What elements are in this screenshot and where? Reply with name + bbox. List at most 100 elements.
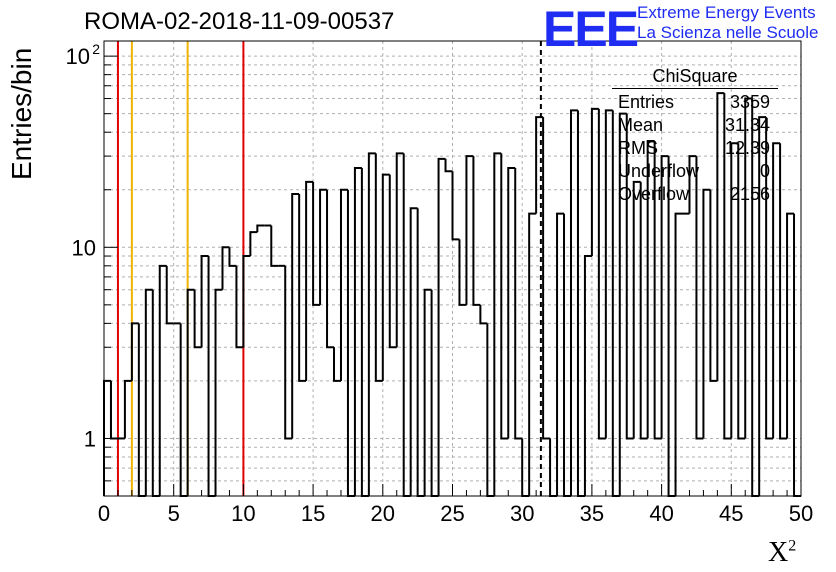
- stats-value: 2156: [729, 184, 770, 204]
- stats-value: 0: [759, 161, 770, 181]
- plot-title: ROMA-02-2018-11-09-00537: [84, 8, 395, 35]
- histogram-bin: [758, 116, 767, 496]
- stats-value: 31.34: [724, 115, 770, 135]
- histogram-bin: [109, 380, 118, 440]
- stats-row-underflow: Underflow 0: [612, 161, 778, 184]
- stats-label: Overflow: [618, 184, 690, 204]
- histogram-bin: [242, 255, 251, 348]
- x-tick-label: 0: [98, 501, 110, 526]
- histogram-bin: [590, 107, 599, 257]
- histogram-bin: [123, 379, 132, 439]
- x-axis-label: X2: [768, 537, 796, 569]
- histogram-bin: [151, 289, 160, 497]
- logo-tagline-2: La Scienza nelle Scuole: [637, 23, 819, 42]
- histogram-bin: [723, 93, 732, 440]
- histogram-bin: [765, 117, 774, 440]
- x-tick-label: 20: [371, 501, 395, 526]
- histogram-bin: [333, 347, 341, 382]
- grid-lines: [103, 41, 802, 497]
- y-tick-label-exponent: 2: [92, 41, 100, 57]
- histogram-bin: [193, 289, 202, 349]
- histogram-bin: [235, 265, 244, 349]
- histogram-bin: [374, 153, 383, 382]
- histogram-bin: [500, 153, 509, 440]
- histogram-bin: [221, 246, 230, 290]
- histogram-bin: [409, 207, 418, 496]
- histogram-bin: [451, 171, 460, 241]
- histogram-bin: [772, 142, 781, 439]
- stats-row-rms: RMS 12.39: [612, 138, 778, 161]
- histogram-bin: [528, 212, 537, 496]
- histogram-bin: [486, 323, 495, 497]
- histogram-bin: [326, 189, 335, 349]
- histogram-bin: [667, 156, 676, 497]
- histogram-bin: [639, 181, 648, 440]
- histogram-bin: [709, 189, 718, 382]
- histogram-bin: [556, 212, 565, 496]
- histogram-bin: [249, 231, 258, 257]
- logo-tagline-1: Extreme Energy Events: [637, 3, 816, 22]
- histogram-bin: [632, 180, 641, 439]
- histogram-bin: [472, 156, 481, 306]
- histogram-bin: [312, 181, 321, 306]
- histogram-bin: [228, 247, 237, 267]
- histogram-bin: [214, 288, 223, 496]
- stats-label: Mean: [618, 115, 664, 135]
- histogram-bin: [423, 288, 432, 496]
- histogram-bin: [458, 239, 467, 306]
- histogram-bin: [207, 256, 216, 497]
- histogram-bin: [346, 189, 355, 497]
- histogram-bin: [444, 158, 453, 173]
- histogram-bin: [256, 224, 265, 233]
- y-tick-label: 10: [72, 235, 96, 260]
- y-tick-label: 10: [66, 44, 90, 69]
- x-tick-label: 5: [168, 501, 180, 526]
- histogram-bin: [437, 157, 446, 496]
- histogram-bin: [653, 140, 662, 440]
- histogram-bin: [430, 289, 439, 497]
- histogram-bin: [583, 255, 592, 496]
- histogram-bin: [165, 265, 174, 325]
- y-axis-label: Entries/bin: [6, 47, 37, 180]
- histogram-bin: [465, 155, 474, 305]
- stats-label: Entries: [618, 92, 675, 112]
- x-tick-label: 35: [580, 501, 604, 526]
- histogram-bin: [479, 304, 488, 325]
- stats-row-entries: Entries 3359: [612, 92, 778, 115]
- x-tick-label: 30: [510, 501, 534, 526]
- histogram-bin: [493, 152, 502, 496]
- histogram-bin: [646, 139, 655, 439]
- histogram-bin: [284, 265, 293, 440]
- histogram-bin: [569, 109, 578, 496]
- x-tick-label: 40: [649, 501, 673, 526]
- histogram-bin: [618, 112, 627, 496]
- histogram-bin: [716, 92, 725, 381]
- histogram-bin: [186, 288, 195, 496]
- histogram-bin: [200, 255, 209, 348]
- stats-label: RMS: [618, 138, 658, 158]
- histogram-bin: [291, 193, 300, 439]
- histogram-bin: [130, 322, 139, 381]
- histogram-bin: [298, 194, 307, 382]
- histogram-bin: [144, 288, 153, 496]
- histogram-bin: [416, 208, 425, 497]
- y-tick-label: 1: [84, 426, 96, 451]
- histogram-bin: [660, 155, 669, 439]
- x-axis-label-base: X: [768, 537, 789, 568]
- histogram-bin: [179, 323, 188, 497]
- x-tick-label: 50: [789, 501, 813, 526]
- histogram-bin: [514, 167, 523, 440]
- histogram-bin: [402, 153, 411, 497]
- eee-logo: EEE: [543, 1, 639, 57]
- histogram-bin: [395, 152, 404, 348]
- histogram-bin: [779, 143, 788, 440]
- histogram-bin: [625, 113, 634, 440]
- histogram-bin: [353, 166, 362, 496]
- histogram-bin: [702, 188, 711, 439]
- stats-value: 12.39: [724, 138, 770, 158]
- histogram-bin: [270, 225, 279, 267]
- stats-value: 3359: [729, 92, 770, 112]
- histogram-bin: [604, 109, 613, 439]
